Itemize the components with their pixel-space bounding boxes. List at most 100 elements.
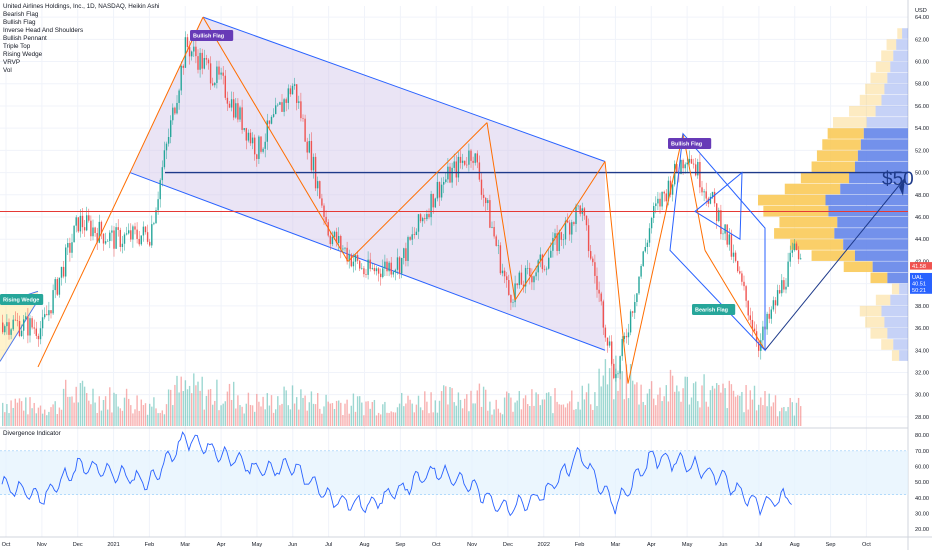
volume-bar	[449, 387, 451, 426]
volume-bar	[718, 384, 720, 426]
candle-body	[369, 259, 371, 269]
volume-bar	[188, 385, 191, 426]
candle-body	[296, 84, 298, 103]
candle-body	[768, 313, 770, 319]
volume-bar	[730, 384, 733, 426]
vrvp-bar-up	[875, 294, 891, 306]
volume-bar	[359, 396, 361, 426]
volume-bar	[577, 401, 579, 426]
candle-body	[506, 276, 508, 281]
vrvp-bar-up	[822, 139, 861, 150]
volume-bar	[657, 394, 659, 426]
volume-bar	[440, 391, 443, 426]
legend-item[interactable]: VRVP	[3, 59, 21, 66]
candle-body	[281, 102, 283, 112]
candle-body	[312, 156, 315, 171]
volume-bar	[289, 409, 292, 426]
time-tick-label: 2021	[107, 542, 119, 548]
volume-bar	[83, 386, 86, 426]
candle-body	[237, 103, 239, 120]
volume-bar	[745, 385, 747, 426]
volume-bar	[352, 393, 355, 426]
vrvp-bar-down	[893, 339, 908, 350]
volume-bar	[48, 411, 50, 426]
volume-bar	[518, 391, 520, 426]
legend-item[interactable]: Bearish Flag	[3, 11, 39, 18]
volume-bar	[233, 381, 235, 426]
volume-bar	[146, 414, 149, 426]
candle-body	[104, 241, 107, 244]
candle-body	[619, 356, 621, 374]
candle-body	[222, 72, 224, 76]
volume-bar	[121, 410, 124, 426]
volume-bar	[682, 388, 684, 426]
volume-bar	[142, 405, 145, 426]
vrvp-bar-down	[849, 172, 908, 184]
volume-bar	[611, 355, 613, 426]
candle-body	[239, 107, 241, 120]
volume-bar	[688, 404, 691, 426]
vrvp-bar-up	[849, 105, 876, 117]
volume-bar	[367, 401, 369, 426]
time-tick-label: Mar	[180, 542, 190, 548]
volume-bar	[541, 399, 544, 426]
candle-body	[367, 259, 369, 275]
candle-body	[489, 200, 491, 228]
pattern-tag-bg	[190, 30, 234, 41]
candle-body	[109, 232, 111, 241]
candle-body	[88, 215, 90, 221]
legend-item[interactable]: Vol	[3, 67, 12, 74]
volume-bar	[37, 407, 40, 426]
candle-body	[371, 267, 373, 269]
volume-bar	[209, 388, 212, 426]
volume-bar	[247, 392, 250, 426]
candle-body	[606, 337, 609, 346]
volume-bar	[199, 390, 201, 426]
candle-body	[308, 141, 310, 153]
volume-bar	[50, 407, 52, 426]
candle-body	[413, 234, 415, 236]
candle-body	[247, 132, 250, 141]
volume-bar	[537, 394, 539, 426]
legend-item[interactable]: Rising Wedge	[3, 51, 43, 58]
candle-body	[455, 161, 457, 178]
legend-item[interactable]: Triple Top	[3, 43, 31, 50]
volume-bar	[81, 380, 84, 426]
candle-body	[426, 214, 428, 220]
pattern-zigzag	[604, 161, 629, 384]
candle-body	[629, 311, 632, 333]
legend-item[interactable]: Inverse Head And Shoulders	[3, 27, 84, 34]
volume-bar	[46, 415, 48, 426]
volume-bar	[302, 397, 304, 426]
volume-bar	[558, 404, 560, 426]
vrvp-bar-down	[899, 283, 908, 295]
time-tick-label: Oct	[862, 542, 871, 548]
candle-body	[10, 329, 12, 335]
volume-bar	[319, 408, 321, 426]
volume-bar	[665, 385, 667, 426]
volume-bar	[642, 401, 644, 426]
volume-bar	[201, 376, 203, 426]
candle-body	[396, 257, 399, 270]
volume-bar	[237, 395, 239, 426]
pattern-tag-bg	[0, 294, 44, 305]
candle-body	[386, 261, 388, 272]
volume-bar	[680, 401, 682, 426]
candle-body	[344, 247, 346, 249]
volume-bar	[300, 389, 302, 426]
legend-item[interactable]: Bullish Flag	[3, 19, 36, 26]
volume-bar	[207, 389, 210, 426]
volume-bar	[564, 407, 567, 426]
volume-bar	[151, 406, 153, 426]
volume-bar	[690, 397, 693, 426]
volume-bar	[512, 411, 514, 426]
candle-body	[556, 233, 558, 251]
volume-bar	[751, 399, 754, 426]
legend-item[interactable]: Bullish Pennant	[3, 35, 47, 42]
volume-bar	[346, 399, 348, 426]
vrvp-bar-down	[881, 94, 908, 106]
candle-body	[695, 164, 697, 176]
candle-body	[434, 198, 436, 208]
volume-bar	[155, 408, 157, 426]
